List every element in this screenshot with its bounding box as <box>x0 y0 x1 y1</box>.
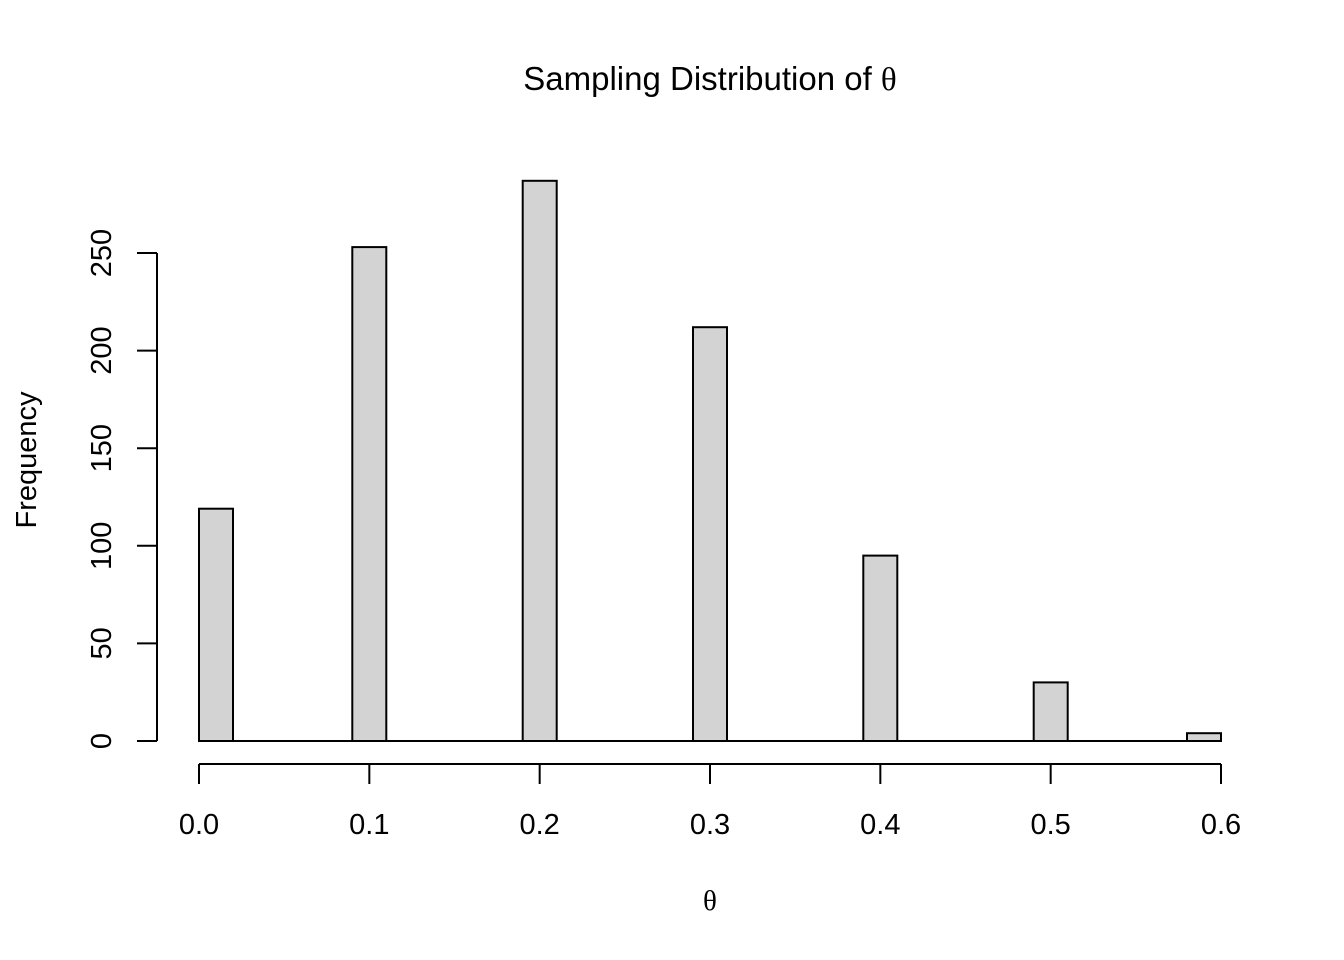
histogram-bar <box>1186 732 1222 743</box>
x-tick-label: 0.4 <box>860 809 900 841</box>
histogram-bar <box>198 507 234 743</box>
y-tick-label: 250 <box>86 229 118 277</box>
histogram-bar <box>862 554 899 742</box>
y-axis-title: Frequency <box>11 391 43 529</box>
y-tick-label: 100 <box>86 522 118 570</box>
x-axis: 0.0 0.1 0.2 0.3 0.4 0.5 0.6 <box>179 763 1241 841</box>
x-axis-title: θ <box>703 885 717 917</box>
bars-group <box>198 179 1222 743</box>
x-tick-label: 0.1 <box>349 809 389 841</box>
histogram-bar <box>692 326 728 742</box>
x-tick-label: 0.6 <box>1201 809 1241 841</box>
histogram-bar <box>521 179 558 743</box>
y-tick-label: 150 <box>86 424 118 472</box>
chart-title: Sampling Distribution of θ <box>523 60 896 98</box>
y-tick-label: 50 <box>86 627 118 659</box>
x-tick-label: 0.0 <box>179 809 219 841</box>
y-tick-label: 200 <box>86 326 118 374</box>
x-tick-label: 0.2 <box>520 809 560 841</box>
y-axis: 0 50 100 150 200 250 <box>86 229 158 749</box>
y-tick-label: 0 <box>86 733 118 749</box>
histogram-bar <box>351 246 388 742</box>
histogram-bar <box>1032 681 1069 743</box>
x-tick-label: 0.3 <box>690 809 730 841</box>
x-tick-label: 0.5 <box>1031 809 1071 841</box>
chart-title-text: Sampling Distribution of <box>523 60 872 97</box>
chart-title-symbol: θ <box>881 62 897 98</box>
